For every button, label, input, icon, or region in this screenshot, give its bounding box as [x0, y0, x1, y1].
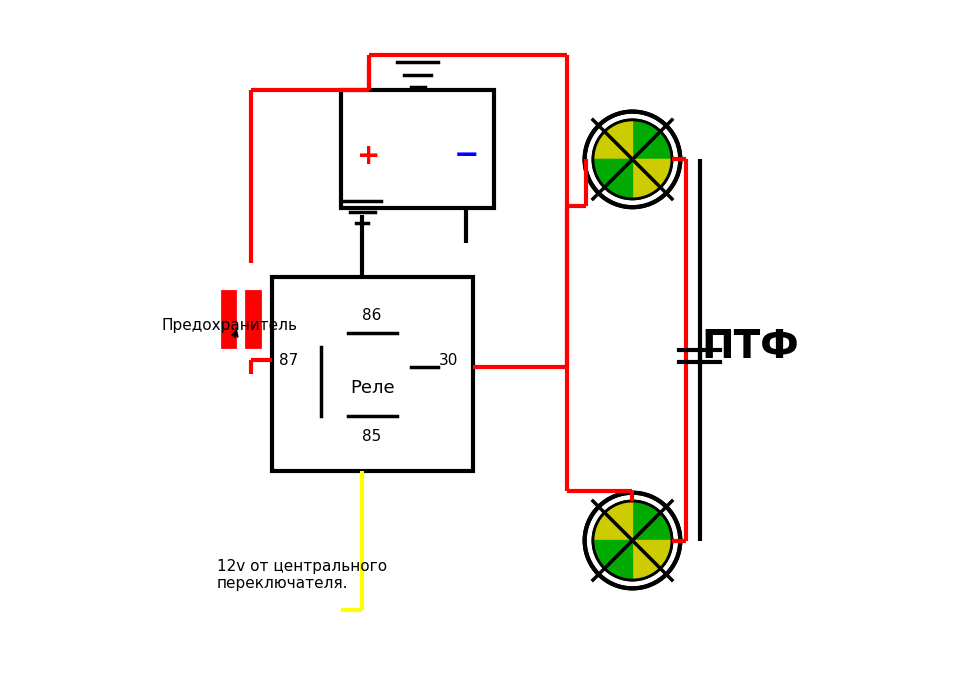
Text: 86: 86	[362, 308, 381, 323]
Text: 87: 87	[279, 353, 299, 368]
Bar	[272, 277, 473, 471]
Wedge shape	[593, 120, 633, 159]
Text: −: −	[453, 141, 479, 170]
Bar	[222, 291, 235, 346]
Wedge shape	[593, 541, 633, 580]
Wedge shape	[633, 541, 672, 580]
Bar	[342, 90, 493, 208]
Text: 12v от центрального
переключателя.: 12v от центрального переключателя.	[217, 559, 387, 591]
Bar	[247, 291, 260, 346]
Wedge shape	[633, 159, 672, 199]
Text: ПТФ: ПТФ	[702, 328, 800, 365]
Wedge shape	[593, 501, 633, 541]
Wedge shape	[593, 159, 633, 199]
Wedge shape	[633, 501, 672, 541]
Text: 85: 85	[362, 429, 381, 444]
Text: +: +	[357, 142, 381, 170]
Wedge shape	[633, 120, 672, 159]
Text: 30: 30	[439, 353, 458, 368]
Text: Предохранитель: Предохранитель	[161, 318, 298, 333]
Text: Реле: Реле	[350, 379, 395, 397]
